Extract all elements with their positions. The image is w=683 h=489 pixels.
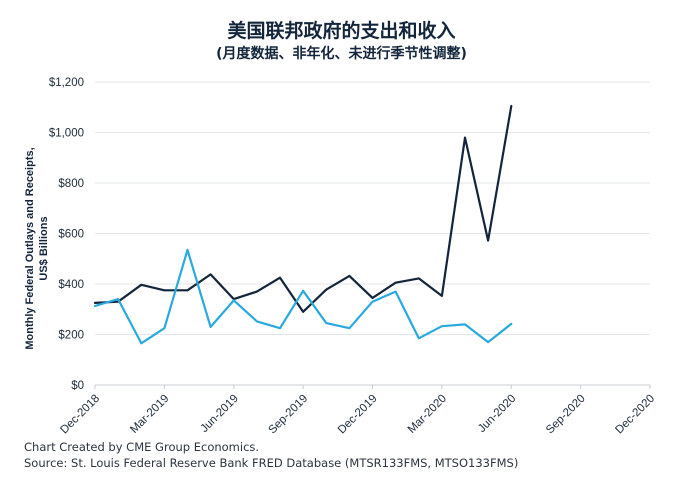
y-tick-label: $0 [71,380,84,392]
y-tick-label: $800 [58,178,84,190]
chart-title: 美国联邦政府的支出和收入 [227,20,456,42]
x-tick-label: Dec-2018 [58,393,102,437]
y-axis-label: Monthly Federal Outlays and Receipts, US$… [24,147,50,349]
x-tick-label: Mar-2020 [406,393,449,436]
x-tick-label: Dec-2020 [613,393,657,437]
x-tick-label: Sep-2020 [544,393,588,437]
y-tick-label: $600 [58,229,84,241]
x-tick-label: Jun-2020 [476,393,518,435]
series-line-1 [93,104,513,313]
y-tick-label: $400 [58,279,84,291]
grid-layer [95,81,650,386]
y-tick-label: $200 [58,330,84,342]
chart-subtitle: (月度数据、非年化、未进行季节性调整) [216,46,467,62]
x-tick-label: Jun-2019 [198,393,240,435]
footer-credit: Chart Created by CME Group Economics. [24,440,260,454]
series-line-2 [93,248,513,345]
x-axis-ticks: Dec-2018 Mar-2019 Jun-2019 Sep-2019 Dec-2019… [58,385,657,436]
y-axis-ticks: $0 $200 $400 $600 $800 $1,000 $1,200 [49,77,84,392]
series-layer [93,104,513,345]
footer-source: Source: St. Louis Federal Reserve Bank F… [24,456,519,470]
x-tick-label: Dec-2019 [336,393,380,437]
y-tick-label: $1,000 [49,128,84,140]
y-tick-label: $1,200 [49,77,84,89]
x-tick-label: Mar-2019 [128,393,171,436]
x-tick-label: Sep-2019 [266,393,310,437]
